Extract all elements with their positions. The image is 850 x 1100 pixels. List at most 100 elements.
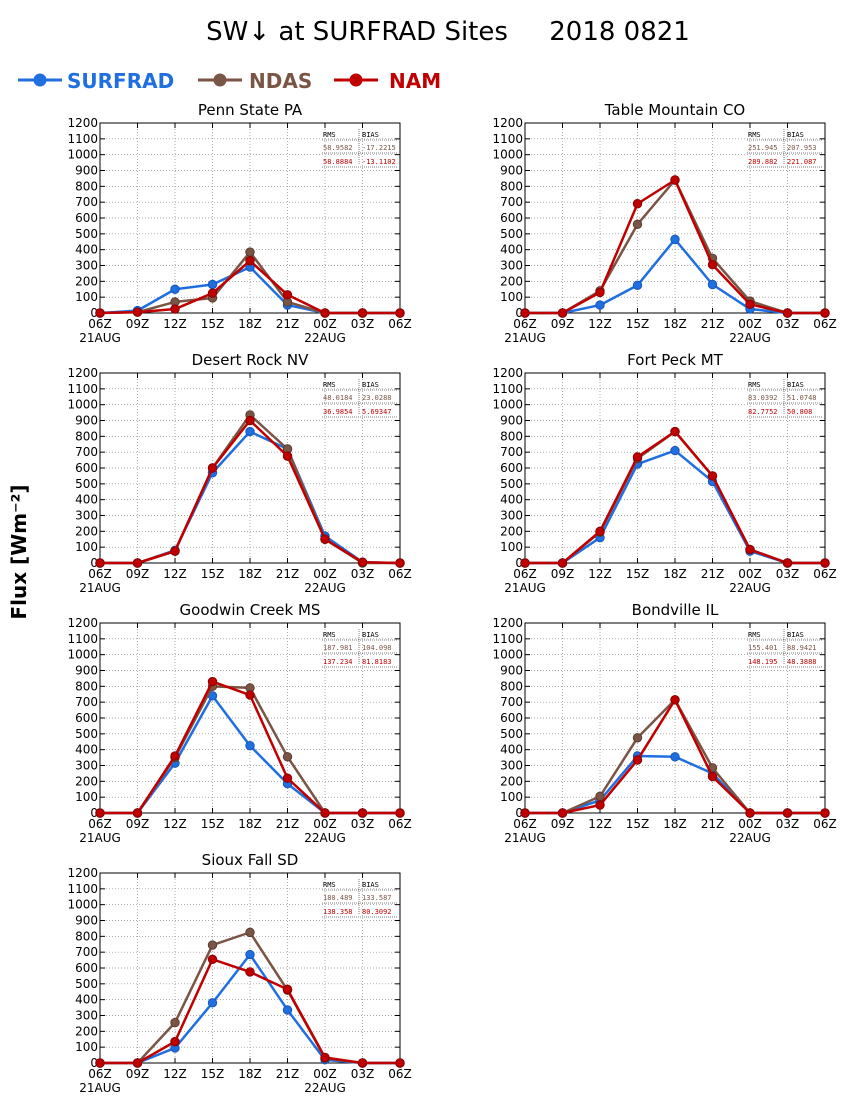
data-point-nam (520, 308, 530, 318)
y-tick-label: 500 (75, 727, 98, 741)
y-tick-label: 500 (75, 227, 98, 241)
stats-bias-ndas: 51.0748 (787, 394, 817, 402)
x-tick-label: 12Z (163, 317, 187, 331)
x-tick-label: 03Z (351, 567, 375, 581)
y-tick-label: 400 (75, 993, 98, 1007)
stats-header-bias: BIAS (787, 131, 804, 139)
x-tick-label: 06Z (513, 817, 537, 831)
y-tick-label: 1100 (492, 382, 523, 396)
x-tick-label: 12Z (588, 567, 612, 581)
x-tick-label: 03Z (351, 1067, 375, 1081)
y-tick-label: 700 (500, 445, 523, 459)
x-tick-label: 15Z (201, 1067, 225, 1081)
series-line-surfrad (525, 449, 825, 565)
y-tick-label: 900 (500, 164, 523, 178)
data-point-nam (595, 526, 605, 537)
y-tick-label: 0 (90, 556, 98, 570)
y-tick-label: 1000 (67, 898, 98, 912)
y-tick-label: 800 (500, 179, 523, 193)
y-tick-label: 400 (500, 493, 523, 507)
legend-label-ndas: NDAS (249, 69, 312, 93)
series-nam (520, 695, 830, 818)
y-tick-label: 400 (500, 743, 523, 757)
y-tick-label: 900 (75, 414, 98, 428)
data-point-ndas (632, 733, 643, 743)
data-point-ndas (170, 1017, 180, 1028)
stats-rms-ndas: 251.945 (748, 144, 778, 152)
data-point-ndas (245, 247, 255, 257)
y-tick-label: 400 (500, 243, 523, 257)
x-tick-label: 18Z (238, 567, 262, 581)
x-tick-label: 03Z (776, 567, 800, 581)
y-tick-label: 0 (90, 1056, 98, 1070)
panel-title: Desert Rock NV (192, 351, 309, 369)
data-point-nam (357, 557, 368, 567)
y-tick-label: 400 (75, 243, 98, 257)
x-tick-label: 06Z (88, 1067, 112, 1081)
x-tick-label: 21Z (276, 317, 300, 331)
data-point-nam (595, 800, 605, 810)
series-nam (520, 426, 830, 568)
y-tick-label: 300 (500, 259, 523, 273)
data-point-nam (557, 808, 568, 818)
stats-bias-ndas: 23.0288 (362, 394, 392, 402)
data-point-nam (395, 558, 405, 568)
stats-bias-nam: 80.3092 (362, 908, 392, 916)
stats-rms-nam: 58.8884 (323, 158, 353, 166)
x-tick-label: 09Z (551, 567, 575, 581)
x-tick-label: 06Z (813, 317, 837, 331)
x-tick-label: 00Z (313, 1067, 337, 1081)
x-date-label: 22AUG (729, 831, 771, 845)
y-tick-label: 100 (500, 290, 523, 304)
stats-rms-nam: 289.882 (748, 158, 778, 166)
y-axis-label: Flux [Wm⁻²] (7, 484, 31, 619)
x-tick-label: 21Z (701, 817, 725, 831)
x-tick-label: 00Z (738, 567, 762, 581)
y-tick-label: 1200 (492, 366, 523, 380)
y-tick-label: 1200 (67, 616, 98, 630)
x-tick-label: 00Z (738, 317, 762, 331)
x-tick-label: 18Z (663, 567, 687, 581)
x-tick-label: 12Z (588, 317, 612, 331)
data-point-nam (245, 967, 255, 977)
y-tick-label: 800 (500, 679, 523, 693)
data-point-surfrad (170, 284, 180, 294)
data-point-nam (595, 287, 605, 298)
series-ndas (95, 927, 405, 1068)
stats-rms-ndas: 48.0184 (323, 394, 353, 402)
x-tick-label: 03Z (776, 317, 800, 331)
y-tick-label: 100 (500, 540, 523, 554)
y-tick-label: 600 (75, 461, 98, 475)
x-date-label: 21AUG (79, 581, 121, 595)
x-tick-label: 15Z (626, 317, 650, 331)
y-tick-label: 1100 (67, 882, 98, 896)
stats-bias-nam: 221.087 (787, 158, 817, 166)
data-point-nam (707, 260, 718, 270)
data-point-nam (282, 984, 293, 995)
data-point-nam (282, 451, 293, 461)
y-tick-label: 1100 (492, 632, 523, 646)
data-point-nam (207, 954, 218, 964)
y-tick-label: 100 (500, 790, 523, 804)
x-date-label: 22AUG (729, 331, 771, 345)
panel-goodwin-creek-ms: Goodwin Creek MS010020030040050060070080… (67, 601, 411, 845)
x-tick-label: 06Z (388, 317, 412, 331)
y-tick-label: 800 (75, 429, 98, 443)
stats-header-rms: RMS (323, 881, 336, 889)
y-tick-label: 100 (75, 540, 98, 554)
y-tick-label: 200 (500, 274, 523, 288)
data-point-nam (395, 1058, 405, 1068)
data-point-nam (782, 558, 793, 568)
stats-bias-nam: -13.1102 (362, 158, 396, 166)
x-tick-label: 06Z (513, 317, 537, 331)
x-date-label: 21AUG (79, 831, 121, 845)
legend-marker-surfrad (33, 73, 47, 87)
data-point-ndas (245, 927, 255, 938)
y-tick-label: 200 (75, 274, 98, 288)
x-tick-label: 03Z (351, 317, 375, 331)
data-point-surfrad (595, 300, 605, 310)
y-tick-label: 900 (75, 914, 98, 928)
y-tick-label: 900 (75, 664, 98, 678)
legend-item-ndas: NDAS (198, 69, 312, 93)
